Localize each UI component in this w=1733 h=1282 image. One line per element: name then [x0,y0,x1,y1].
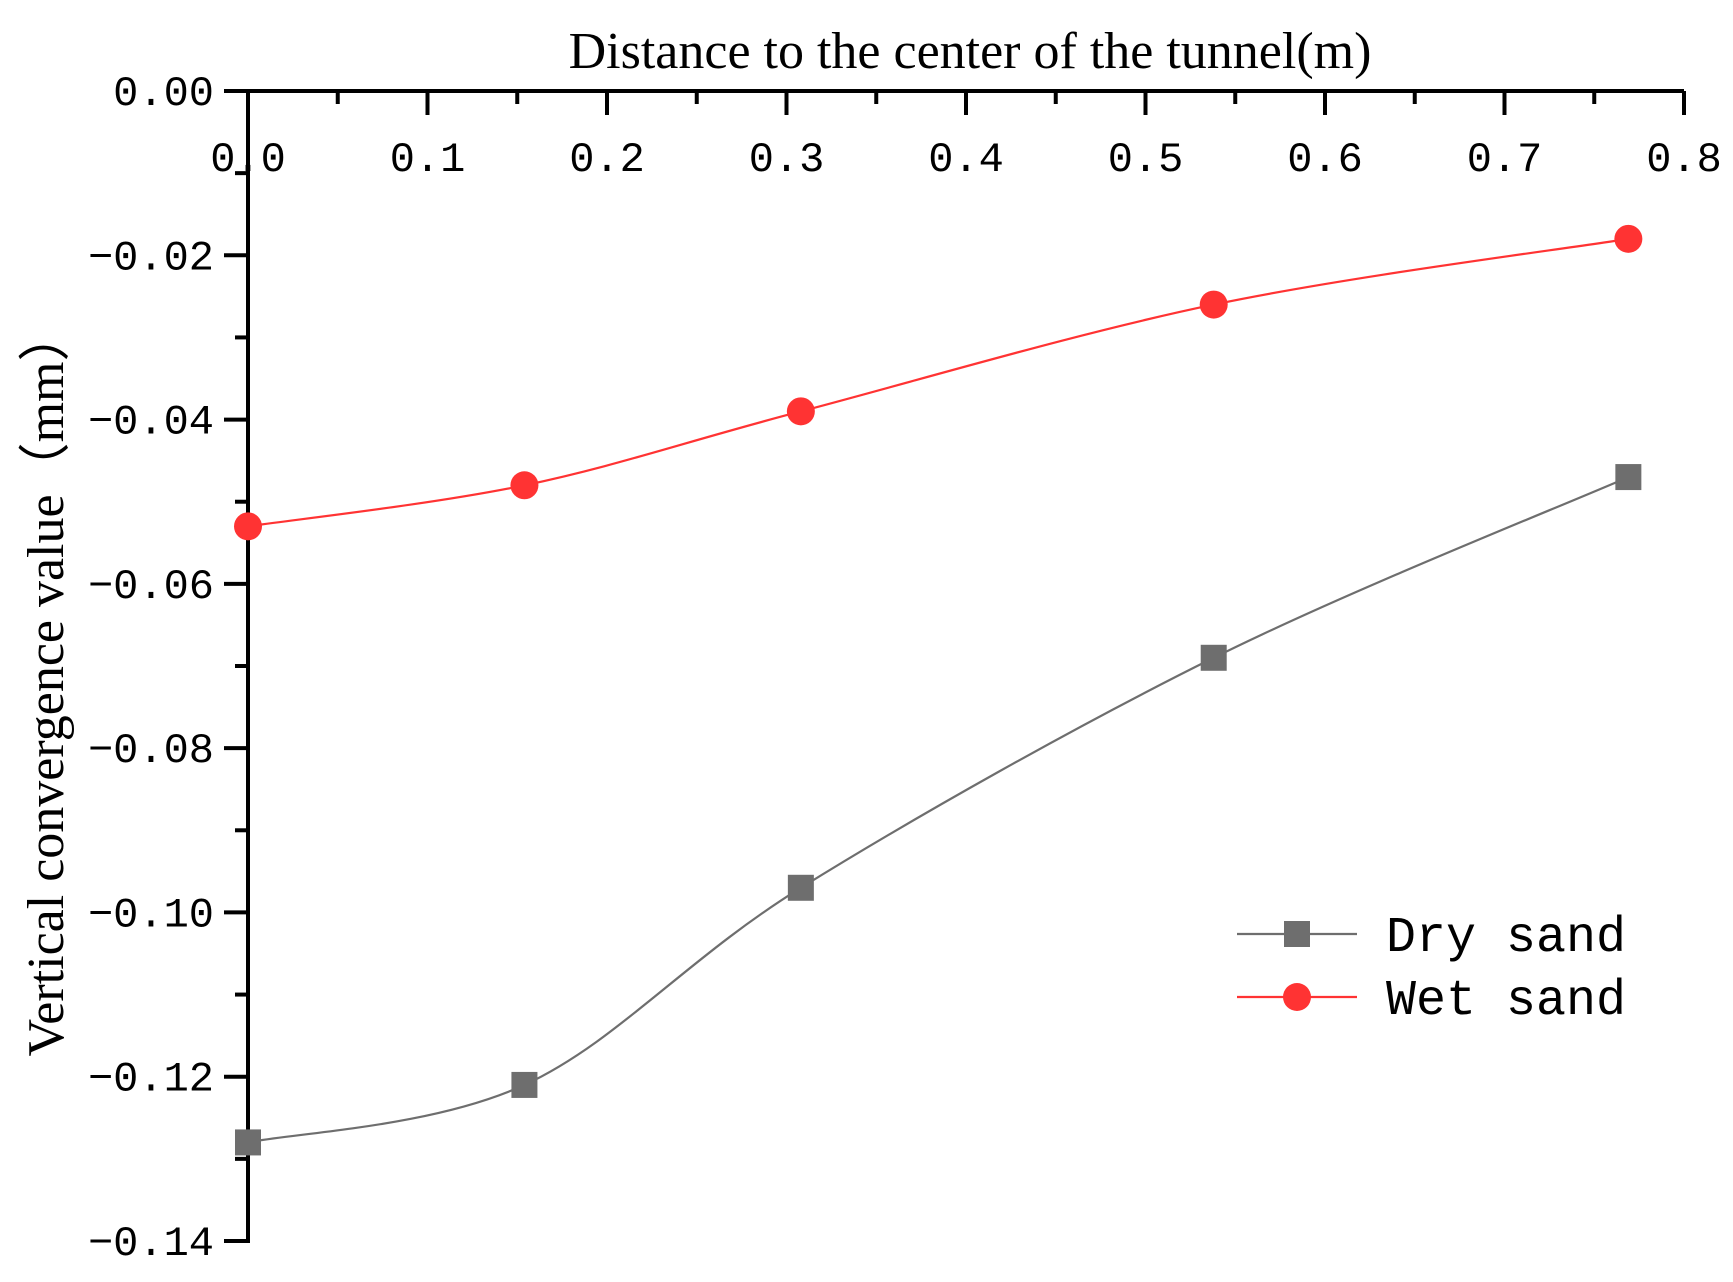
data-point-wet-sand [510,471,539,500]
x-tick-label: 0.8 [1646,136,1722,184]
legend-item-wet-sand: Wet sand [1237,973,1626,1030]
series-dry-sand [235,464,1642,1156]
x-tick-label: 0.2 [569,136,645,184]
data-point-dry-sand [787,874,814,901]
series-group [234,224,1643,1156]
x-tick-label: 0.5 [1108,136,1184,184]
data-point-wet-sand [1199,290,1228,319]
legend: Dry sand Wet sand [1237,910,1626,1030]
legend-marker-wet-sand [1283,983,1311,1011]
data-point-wet-sand [234,512,262,541]
series-line-wet-sand [247,237,1629,528]
y-tick-label: −0.08 [88,727,214,775]
legend-item-dry-sand: Dry sand [1237,910,1626,967]
y-tick-label: −0.02 [88,234,214,282]
x-tick-label: 0.1 [390,136,466,184]
data-point-wet-sand [786,397,815,426]
data-point-dry-sand [1200,644,1227,671]
legend-marker-dry-sand [1284,921,1310,947]
y-tick-label: −0.06 [88,563,214,611]
chart-title: Distance to the center of the tunnel(m) [569,23,1372,80]
y-tick-label: −0.10 [88,891,214,939]
series-wet-sand [234,224,1643,541]
x-tick-label: 0.6 [1287,136,1363,184]
y-tick-label: −0.12 [88,1056,214,1104]
y-tick-label: −0.04 [88,399,214,447]
series-line-dry-sand [247,476,1629,1144]
data-point-dry-sand [1615,464,1642,491]
x-tick-label: 0.4 [928,136,1004,184]
data-point-dry-sand [511,1071,538,1098]
legend-label-dry-sand: Dry sand [1386,910,1626,967]
axes: 0.0 0.1 0.2 0.3 0.4 0.5 0.6 0.7 0.8 0.00 −0.02 −0.0… [88,70,1722,1268]
x-tick-label: 0.7 [1467,136,1543,184]
data-point-wet-sand [1614,224,1643,253]
y-tick-label: 0.00 [113,70,214,118]
data-point-dry-sand [235,1129,261,1156]
y-axis-label: Vertical convergence value（mm） [18,310,75,1057]
x-tick-label: 0.0 [210,136,286,184]
legend-label-wet-sand: Wet sand [1386,973,1626,1030]
x-tick-label: 0.3 [749,136,825,184]
y-tick-label: −0.14 [88,1220,214,1268]
